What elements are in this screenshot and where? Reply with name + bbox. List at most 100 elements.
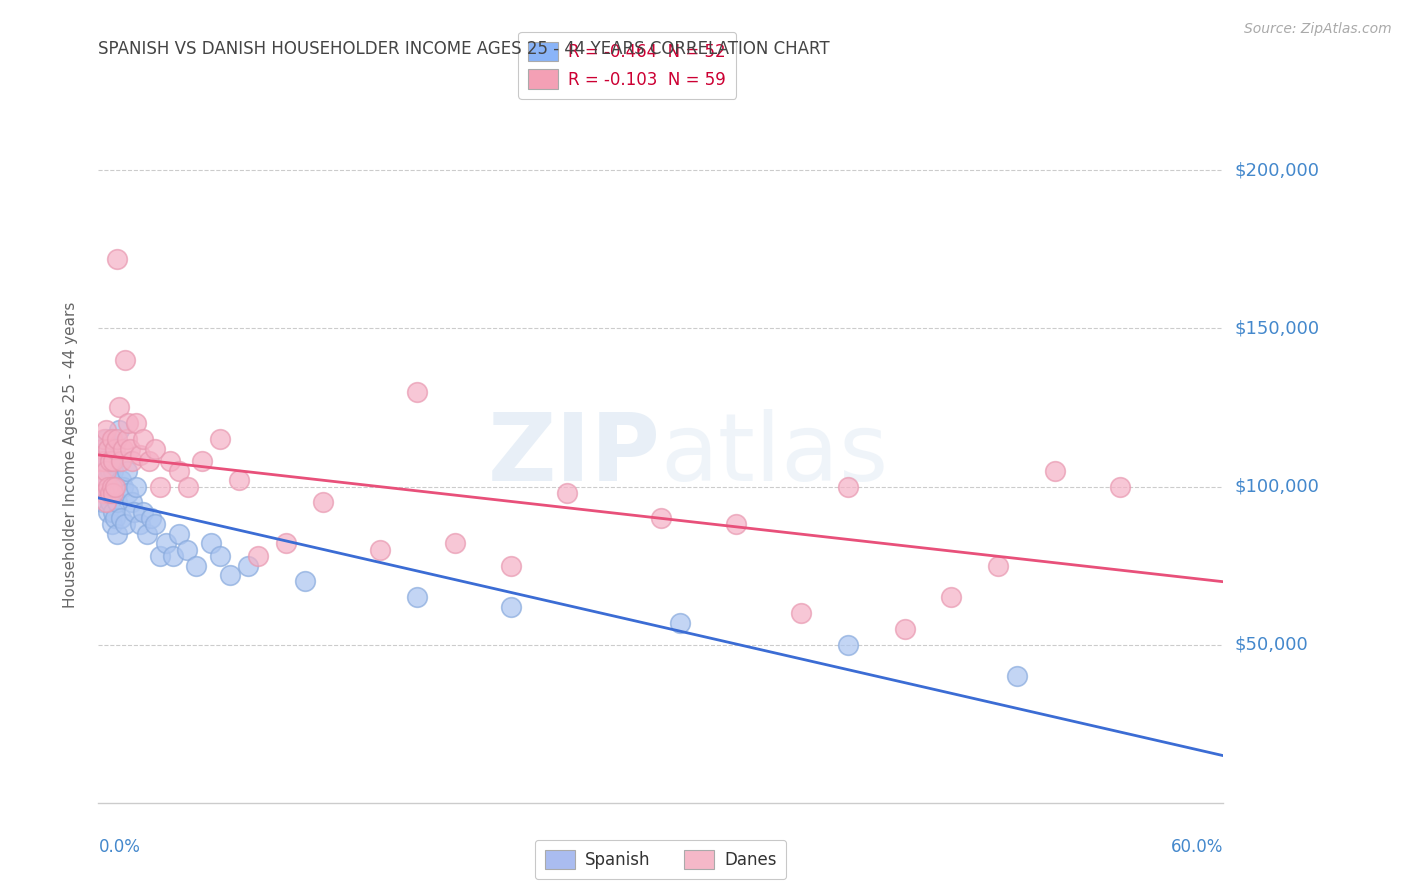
Point bbox=[100, 517, 122, 532]
Point bbox=[100, 479, 122, 493]
Point bbox=[176, 542, 198, 557]
Point bbox=[105, 495, 128, 509]
Point bbox=[128, 448, 150, 462]
Point bbox=[121, 454, 143, 468]
Point bbox=[121, 495, 143, 509]
Point bbox=[104, 511, 127, 525]
Text: SPANISH VS DANISH HOUSEHOLDER INCOME AGES 25 - 44 YEARS CORRELATION CHART: SPANISH VS DANISH HOUSEHOLDER INCOME AGE… bbox=[98, 40, 830, 58]
Point bbox=[162, 549, 184, 563]
Point bbox=[149, 479, 172, 493]
Point bbox=[89, 479, 111, 493]
Point bbox=[790, 606, 813, 620]
Point bbox=[1005, 669, 1028, 683]
Point bbox=[115, 464, 138, 478]
Point bbox=[105, 252, 128, 266]
Point bbox=[132, 432, 155, 446]
Point bbox=[167, 527, 190, 541]
Text: Source: ZipAtlas.com: Source: ZipAtlas.com bbox=[1244, 22, 1392, 37]
Text: 60.0%: 60.0% bbox=[1171, 838, 1223, 855]
Point bbox=[94, 423, 117, 437]
Point bbox=[97, 454, 120, 468]
Point bbox=[110, 454, 132, 468]
Point bbox=[117, 486, 139, 500]
Point bbox=[209, 432, 232, 446]
Point bbox=[111, 479, 134, 493]
Point bbox=[117, 417, 139, 431]
Point bbox=[443, 536, 465, 550]
Point bbox=[110, 473, 132, 487]
Point bbox=[97, 442, 120, 456]
Point bbox=[120, 442, 142, 456]
Point bbox=[893, 622, 915, 636]
Point bbox=[122, 505, 145, 519]
Point bbox=[115, 432, 138, 446]
Point bbox=[103, 486, 125, 500]
Point bbox=[93, 464, 115, 478]
Point bbox=[406, 384, 429, 399]
Point bbox=[94, 464, 117, 478]
Text: $50,000: $50,000 bbox=[1234, 636, 1308, 654]
Point bbox=[143, 517, 166, 532]
Point bbox=[149, 549, 172, 563]
Legend: R = -0.464  N = 52, R = -0.103  N = 59: R = -0.464 N = 52, R = -0.103 N = 59 bbox=[519, 32, 735, 99]
Point bbox=[139, 511, 162, 525]
Point bbox=[650, 511, 672, 525]
Text: $200,000: $200,000 bbox=[1234, 161, 1319, 179]
Point bbox=[89, 454, 111, 468]
Point bbox=[499, 558, 522, 573]
Point bbox=[104, 442, 127, 456]
Point bbox=[274, 536, 297, 550]
Point bbox=[238, 558, 260, 573]
Point bbox=[200, 536, 222, 550]
Point bbox=[98, 486, 121, 500]
Point bbox=[91, 442, 114, 456]
Point bbox=[184, 558, 207, 573]
Point bbox=[136, 527, 159, 541]
Point bbox=[155, 536, 177, 550]
Point bbox=[1109, 479, 1132, 493]
Point bbox=[114, 517, 136, 532]
Point bbox=[218, 568, 240, 582]
Point bbox=[94, 495, 117, 509]
Point bbox=[125, 479, 148, 493]
Point bbox=[104, 479, 127, 493]
Point bbox=[103, 505, 125, 519]
Point bbox=[837, 479, 859, 493]
Y-axis label: Householder Income Ages 25 - 44 years: Householder Income Ages 25 - 44 years bbox=[63, 301, 77, 608]
Point bbox=[837, 638, 859, 652]
Point bbox=[97, 505, 120, 519]
Point bbox=[177, 479, 200, 493]
Point bbox=[108, 401, 131, 415]
Point bbox=[114, 353, 136, 368]
Point bbox=[93, 432, 115, 446]
Point bbox=[98, 464, 121, 478]
Point bbox=[1043, 464, 1066, 478]
Text: $150,000: $150,000 bbox=[1234, 319, 1319, 337]
Point bbox=[312, 495, 335, 509]
Point bbox=[159, 454, 181, 468]
Point bbox=[368, 542, 391, 557]
Point bbox=[987, 558, 1010, 573]
Point bbox=[125, 417, 148, 431]
Point bbox=[167, 464, 190, 478]
Point bbox=[97, 486, 120, 500]
Text: 0.0%: 0.0% bbox=[98, 838, 141, 855]
Point bbox=[103, 464, 125, 478]
Point bbox=[105, 432, 128, 446]
Point bbox=[143, 442, 166, 456]
Point bbox=[128, 517, 150, 532]
Point bbox=[103, 454, 125, 468]
Point bbox=[111, 442, 134, 456]
Point bbox=[209, 549, 232, 563]
Point bbox=[98, 495, 121, 509]
Point bbox=[91, 454, 114, 468]
Point bbox=[100, 486, 122, 500]
Point bbox=[190, 454, 212, 468]
Point bbox=[93, 442, 115, 456]
Point bbox=[668, 615, 690, 630]
Point bbox=[138, 454, 160, 468]
Point bbox=[100, 432, 122, 446]
Point bbox=[294, 574, 316, 589]
Point bbox=[406, 591, 429, 605]
Point bbox=[228, 473, 250, 487]
